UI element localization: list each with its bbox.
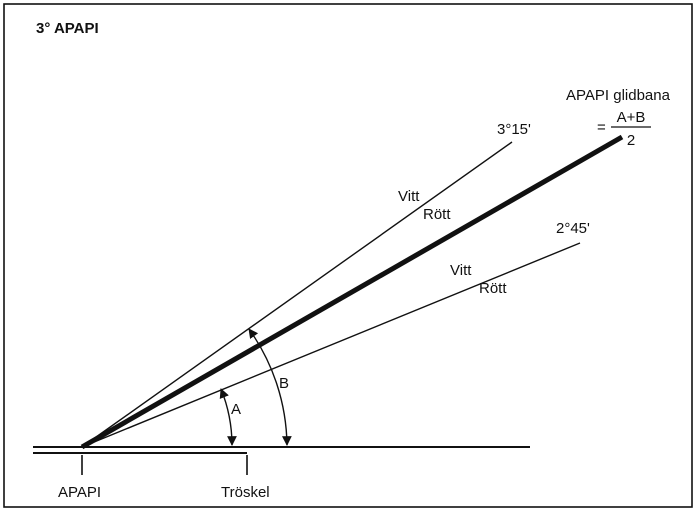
glidepath-denominator: 2 xyxy=(627,132,635,149)
lower-beam-angle: 2°45' xyxy=(556,220,590,237)
glidepath-equals: = xyxy=(597,119,606,136)
diagram-border xyxy=(3,3,693,508)
glidepath-label: APAPI glidbana xyxy=(566,87,671,104)
angle-b-arc xyxy=(248,328,292,446)
lower-beam-line xyxy=(81,242,581,448)
lower-beam-red-label: Rött xyxy=(479,280,507,297)
upper-beam-white-label: Vitt xyxy=(398,188,420,205)
threshold-label: Tröskel xyxy=(221,484,270,501)
apapi-label: APAPI xyxy=(58,484,101,501)
upper-beam-angle: 3°15' xyxy=(497,121,531,138)
upper-beam-red-label: Rött xyxy=(423,206,451,223)
lower-beam-white-label: Vitt xyxy=(450,262,472,279)
angle-b-label: B xyxy=(279,375,289,392)
glidepath-numerator: A+B xyxy=(617,109,646,126)
angle-a-label: A xyxy=(231,401,241,418)
glidepath-line xyxy=(80,134,624,450)
diagram-title: 3° APAPI xyxy=(36,20,99,37)
upper-beam-line xyxy=(81,141,513,448)
angle-a-arc xyxy=(219,388,237,446)
